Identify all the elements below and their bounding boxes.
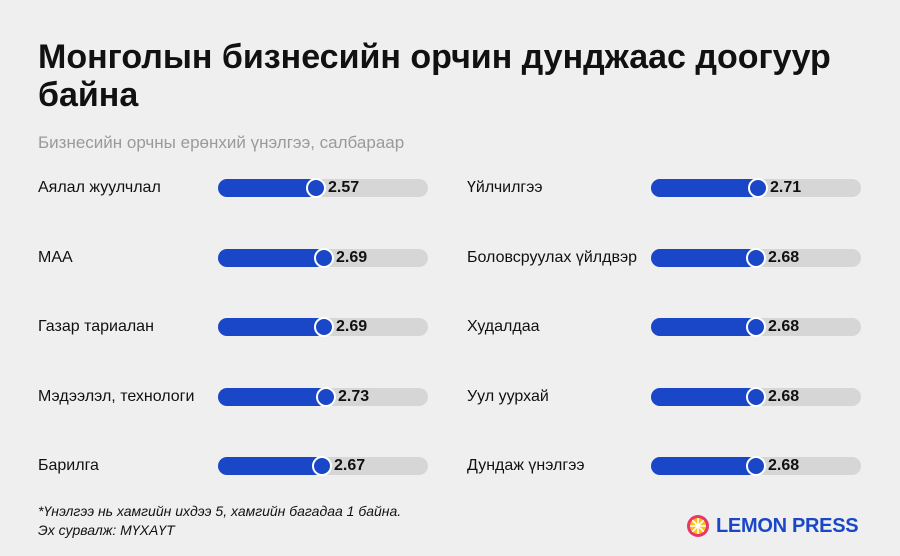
bar-end-dot: [316, 386, 336, 407]
bar-track: 2.68: [651, 247, 861, 268]
bar-end-dot: [314, 317, 334, 337]
bar-track: 2.68: [651, 456, 861, 476]
bar: [651, 248, 758, 267]
bar-end-dot: [306, 178, 326, 198]
bar-track: 2.57: [218, 178, 428, 198]
bar-track: 2.67: [218, 456, 428, 476]
footnote: *Үнэлгээ нь хамгийн ихдээ 5, хамгийн баг…: [38, 502, 401, 540]
bar: [651, 179, 760, 197]
chart-subtitle: Бизнесийн орчны ерөнхий үнэлгээ, салбара…: [38, 133, 405, 152]
bar-end-dot: [746, 456, 766, 476]
category-label: Үйлчилгээ: [467, 179, 543, 196]
bar-row: Аялал жуулчлал 2.57: [38, 178, 428, 198]
bar: [651, 457, 758, 475]
data-label: 2.71: [770, 179, 802, 196]
bar-row: Худалдаа 2.68: [467, 317, 861, 337]
brand-name: LEMON PRESS: [716, 514, 859, 537]
bar-row: Үйлчилгээ 2.71: [467, 178, 861, 198]
data-label: 2.67: [334, 457, 366, 474]
category-label: Дундаж үнэлгээ: [467, 457, 585, 474]
bar-track: 2.69: [218, 317, 428, 337]
bar-end-dot: [746, 317, 766, 337]
bar-end-dot: [314, 247, 334, 268]
bar-track: 2.68: [651, 317, 861, 337]
category-label: Худалдаа: [467, 318, 540, 335]
data-label: 2.57: [328, 179, 360, 196]
bar-row: Боловсруулах үйлдвэр 2.68: [467, 247, 861, 268]
bar-row: МАА 2.69: [38, 247, 428, 268]
bar-row: Мэдээлэл, технологи 2.73: [38, 386, 428, 407]
bar-track: 2.73: [218, 386, 428, 407]
bar: [218, 457, 324, 475]
bar: [218, 179, 318, 197]
scale-note: *Үнэлгээ нь хамгийн ихдээ 5, хамгийн баг…: [38, 503, 402, 519]
data-label: 2.69: [336, 248, 368, 266]
data-label: 2.68: [768, 387, 800, 405]
category-label: Мэдээлэл, технологи: [38, 387, 195, 405]
category-label: МАА: [38, 248, 73, 266]
category-label: Боловсруулах үйлдвэр: [467, 248, 637, 266]
bar-row: Дундаж үнэлгээ 2.68: [467, 456, 861, 476]
bar-end-dot: [748, 178, 768, 198]
bar-track: 2.71: [651, 178, 861, 198]
category-label: Уул уурхай: [467, 387, 549, 405]
bar: [218, 248, 326, 267]
bar-end-dot: [312, 456, 332, 476]
bar-row: Барилга 2.67: [38, 456, 428, 476]
brand-logo: LEMON PRESS: [686, 513, 859, 539]
bar: [651, 318, 758, 336]
category-label: Барилга: [38, 457, 99, 474]
bar-row: Газар тариалан 2.69: [38, 317, 428, 337]
bar-end-dot: [746, 247, 766, 268]
source-note: Эх сурвалж: МҮХАҮТ: [38, 522, 175, 538]
data-label: 2.68: [768, 318, 800, 335]
bar-row: Уул уурхай 2.68: [467, 386, 861, 407]
bar-track: 2.69: [218, 247, 428, 268]
chart-title: Монголын бизнесийн орчин дунджаас доогуу…: [38, 38, 831, 114]
bar: [218, 387, 328, 406]
lemon-icon: [687, 515, 709, 537]
data-label: 2.73: [338, 387, 370, 405]
data-label: 2.68: [768, 457, 800, 474]
bar-track: 2.68: [651, 386, 861, 407]
category-label: Газар тариалан: [38, 318, 154, 335]
bar: [651, 387, 758, 406]
bar: [218, 318, 326, 336]
bar-end-dot: [746, 386, 766, 407]
category-label: Аялал жуулчлал: [38, 179, 161, 196]
data-label: 2.68: [768, 248, 800, 266]
data-label: 2.69: [336, 318, 368, 335]
